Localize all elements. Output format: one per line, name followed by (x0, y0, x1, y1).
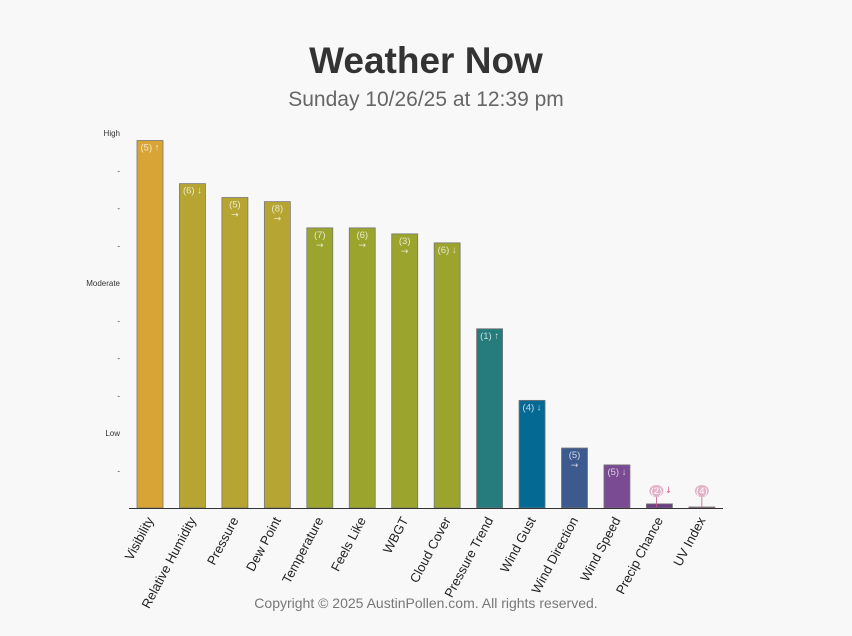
bar-value-label: (6) ↓ (438, 245, 457, 256)
bar-trend-arrow: → (571, 461, 579, 471)
x-tick-label: Wind Gust (497, 514, 539, 575)
y-tick-label: - (117, 167, 120, 176)
bar (646, 503, 673, 509)
x-tick-label: Visibility (121, 514, 156, 563)
bar-trend-arrow: → (274, 215, 282, 225)
bar-label-badge (694, 485, 709, 497)
y-tick-label: - (117, 392, 120, 401)
bar (263, 201, 291, 509)
y-tick-label: - (117, 204, 120, 213)
y-tick-label: - (117, 467, 120, 476)
copyright-text: Copyright © 2025 AustinPollen.com. All r… (254, 595, 598, 611)
y-tick-label: Low (105, 429, 120, 438)
bar-value-label: (1) ↑ (480, 331, 499, 342)
x-tick-label: WBGT (380, 514, 412, 556)
x-tick-label: Feels Like (328, 514, 369, 573)
bar-value-label: (3) (399, 236, 411, 247)
x-tick-label: UV Index (670, 514, 709, 569)
x-tick-label: Dew Point (243, 514, 284, 574)
x-tick-label: Pressure (204, 514, 242, 567)
bar-trend-arrow: → (401, 247, 409, 257)
bar (179, 183, 206, 509)
x-tick-label: Temperature (279, 514, 327, 585)
bar-value-label: (8) (272, 204, 284, 215)
bar-trend-arrow: → (316, 241, 324, 251)
bar-value-label: (5) (569, 450, 581, 461)
y-tick-label: Moderate (86, 279, 120, 288)
bar-value-label: (5) (229, 200, 241, 211)
bar-value-label: (6) ↓ (183, 186, 202, 197)
bar-value-label: (5) ↑ (141, 143, 160, 154)
bar-value-label: (4) (696, 486, 708, 497)
bar-value-label: (5) ↓ (607, 467, 626, 478)
bar (348, 227, 376, 509)
chart-subtitle: Sunday 10/26/25 at 12:39 pm (288, 88, 564, 111)
bar (476, 328, 504, 509)
bar-trend-arrow: → (231, 211, 239, 221)
chart-title: Weather Now (309, 40, 543, 81)
bar (433, 242, 461, 509)
x-tick-label: Cloud Cover (407, 514, 454, 585)
bar-value-label: (4) ↓ (523, 402, 542, 413)
y-tick-label: - (117, 317, 120, 326)
bar (391, 233, 419, 509)
bar (221, 197, 249, 509)
bar (306, 227, 334, 509)
bar-trend-arrow: → (358, 241, 366, 251)
bar (603, 464, 631, 509)
y-tick-label: - (117, 242, 120, 251)
bar-trend-arrow: ↓ (665, 486, 673, 496)
x-tick-label: Wind Direction (528, 514, 581, 596)
bar-value-label: (7) (314, 230, 326, 241)
bar (136, 140, 164, 509)
y-tick-label: High (104, 129, 120, 138)
bar (561, 447, 588, 509)
x-tick-label: Wind Speed (577, 514, 623, 584)
bar-value-label: (2) (651, 486, 663, 497)
y-tick-label: - (117, 354, 120, 363)
bar-value-label: (6) (356, 230, 368, 241)
bar (688, 506, 716, 509)
bar (518, 399, 546, 509)
bar-label-badge (649, 485, 664, 497)
